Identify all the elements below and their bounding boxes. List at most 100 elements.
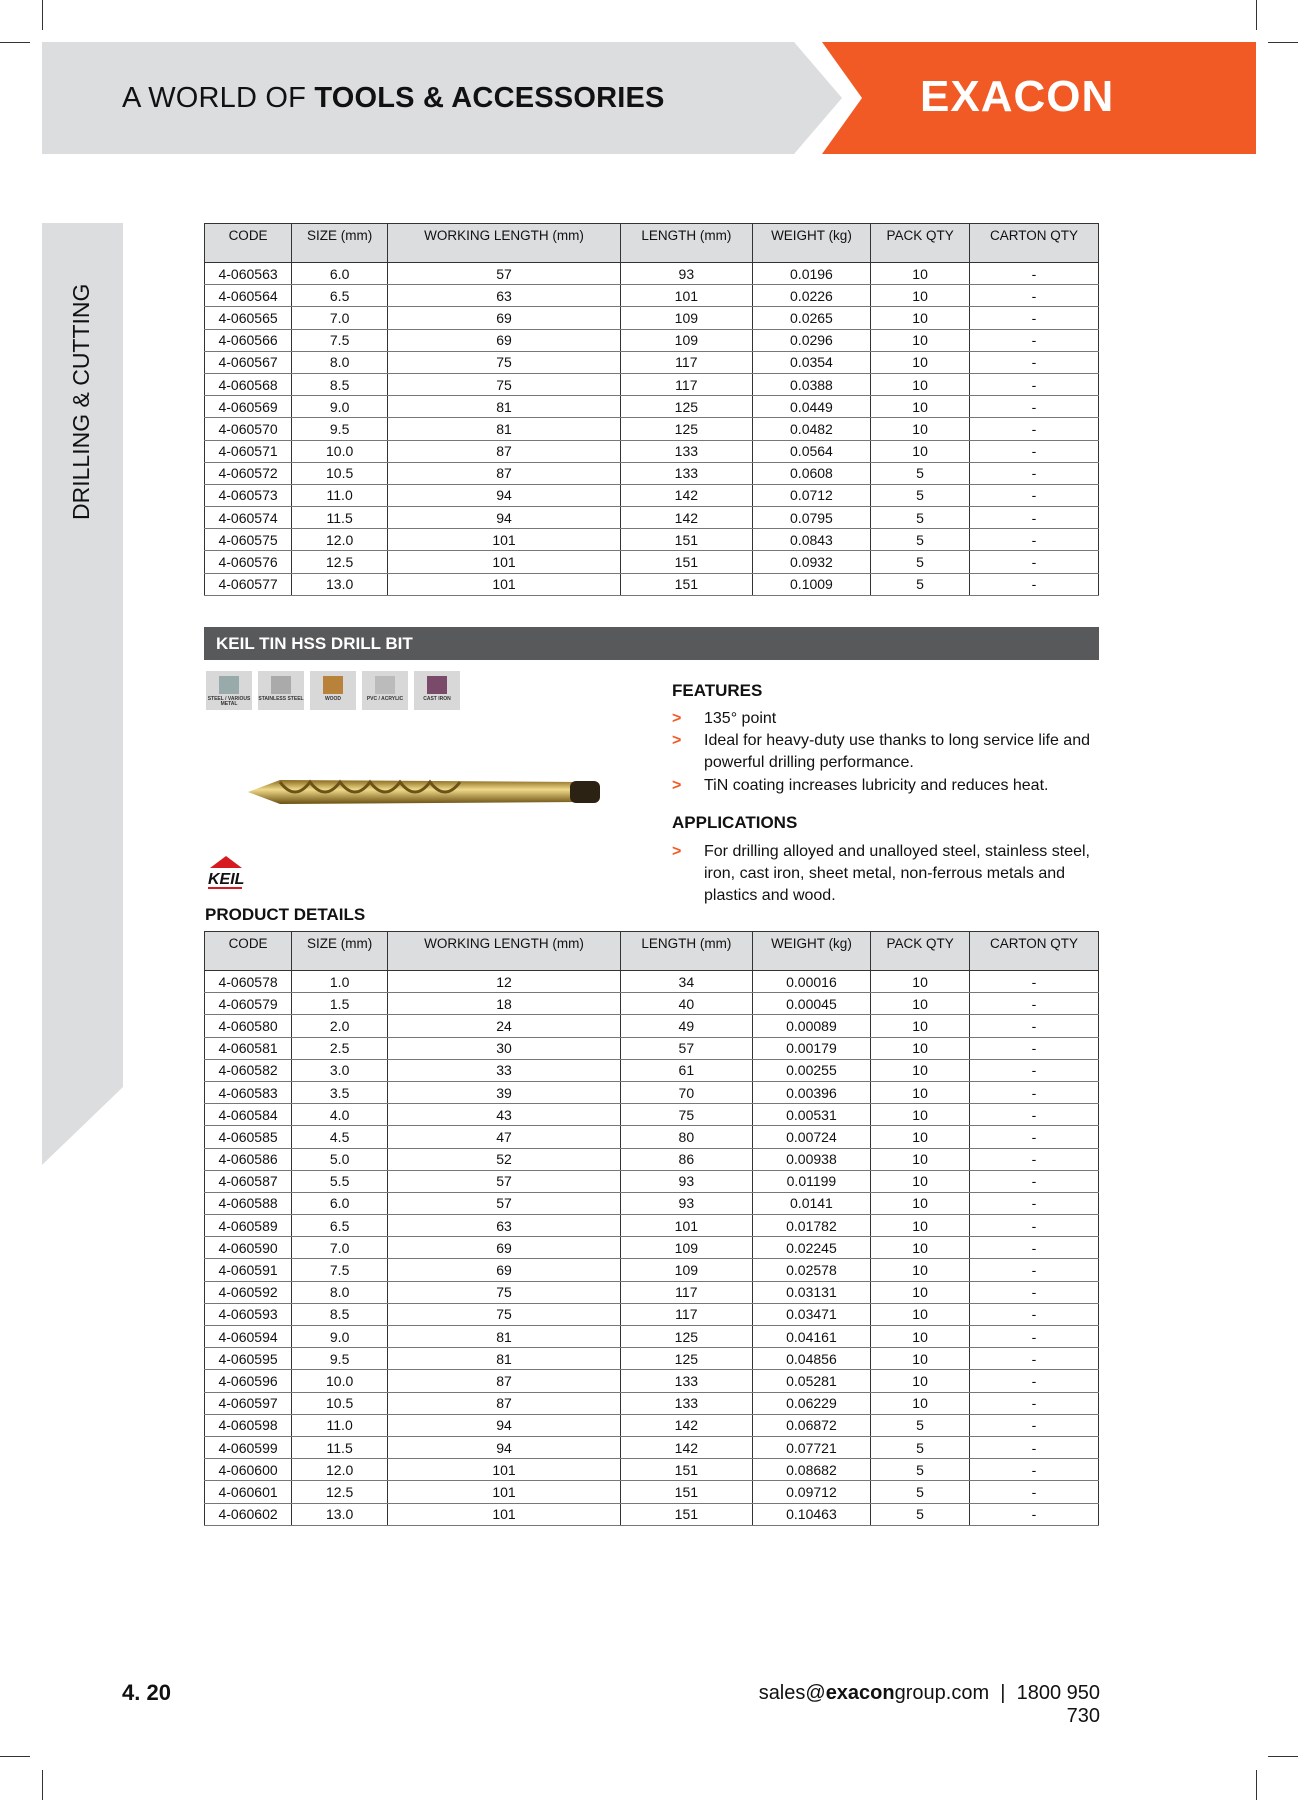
table-cell: - (969, 1436, 1099, 1460)
table-cell: 10 (870, 1081, 971, 1105)
table-cell: 4-060591 (203, 1258, 293, 1282)
table-cell: 10 (870, 284, 971, 308)
table-row: 4-060580 2.0 24 49 0.00089 10- (203, 1014, 1099, 1038)
table-cell: 94 (387, 1436, 621, 1460)
crop-mark (1268, 1756, 1298, 1757)
table-cell: 4-060587 (203, 1170, 293, 1193)
table-cell: 70 (619, 1081, 753, 1105)
table-row: 4-060581 2.5 30 57 0.00179 10- (203, 1037, 1099, 1060)
table-cell: - (969, 1236, 1099, 1260)
table-cell: 0.0196 (751, 262, 872, 286)
table-cell: 0.08682 (751, 1458, 872, 1482)
table-cell: 5 (870, 1458, 971, 1482)
material-glyph-icon (427, 676, 447, 694)
table-cell: 0.04161 (751, 1325, 872, 1349)
table-cell: 4-060577 (203, 573, 293, 596)
table-cell: 39 (387, 1081, 621, 1105)
table-row: 4-060572 10.5 87 133 0.0608 5- (203, 462, 1099, 485)
table-cell: 93 (619, 262, 753, 286)
table-cell: - (969, 1392, 1099, 1415)
table-cell: 4-060576 (203, 550, 293, 574)
table-cell: 4-060593 (203, 1303, 293, 1327)
column-header: PACK QTY (870, 223, 971, 263)
column-header: WORKING LENGTH (mm) (387, 931, 621, 971)
header-band (42, 42, 842, 154)
table-cell: 47 (387, 1125, 621, 1149)
table-cell: - (969, 1503, 1099, 1526)
table-row: 4-060588 6.0 57 93 0.0141 10- (203, 1192, 1099, 1216)
table-cell: 0.00938 (751, 1148, 872, 1171)
table-cell: 10 (870, 1170, 971, 1193)
table-cell: 4-060566 (203, 329, 293, 352)
table-cell: 133 (619, 462, 753, 485)
table-cell: 4-060574 (203, 506, 293, 530)
table-cell: 4-060571 (203, 440, 293, 463)
table-cell: 6.5 (291, 1214, 389, 1238)
table-cell: 0.00531 (751, 1103, 872, 1127)
keil-logo: KEIL (208, 856, 244, 889)
contact-info: sales@exacongroup.com | 1800 950 730 (722, 1682, 1100, 1728)
crop-mark (0, 42, 30, 43)
arrow-icon: > (672, 777, 682, 794)
table-cell: 4-060586 (203, 1148, 293, 1171)
table-cell: 10 (870, 306, 971, 330)
table-cell: 10 (870, 1125, 971, 1149)
product-table-1: CODE SIZE (mm) WORKING LENGTH (mm) LENGTH (… (203, 223, 1099, 596)
table-cell: 101 (387, 573, 621, 596)
table-cell: 63 (387, 1214, 621, 1238)
material-glyph-icon (323, 676, 343, 694)
table-row: 4-060576 12.5 101 151 0.0932 5- (203, 550, 1099, 574)
table-cell: 4-060597 (203, 1392, 293, 1415)
table-cell: 10 (870, 417, 971, 441)
table-cell: 75 (619, 1103, 753, 1127)
table-cell: - (969, 1281, 1099, 1304)
table-cell: 6.0 (291, 1192, 389, 1216)
table-cell: 10 (870, 1325, 971, 1349)
table-cell: 57 (387, 262, 621, 286)
table-cell: 5 (870, 1414, 971, 1437)
table-cell: 4-060579 (203, 992, 293, 1016)
table-cell: 0.01782 (751, 1214, 872, 1238)
table-cell: 75 (387, 1281, 621, 1304)
material-icon: CAST IRON (414, 671, 460, 710)
table-cell: - (969, 1170, 1099, 1193)
table-row: 4-060564 6.5 63 101 0.0226 10- (203, 284, 1099, 308)
table-row: 4-060577 13.0 101 151 0.1009 5- (203, 573, 1099, 596)
table-cell: 5 (870, 1503, 971, 1526)
table-cell: 0.0932 (751, 550, 872, 574)
material-label: PVC / ACRYLIC (366, 696, 404, 702)
column-header: SIZE (mm) (291, 223, 389, 263)
table-row: 4-060590 7.0 69 109 0.02245 10- (203, 1236, 1099, 1260)
table-cell: 4.0 (291, 1103, 389, 1127)
table-cell: 69 (387, 329, 621, 352)
column-header: WORKING LENGTH (mm) (387, 223, 621, 263)
table-cell: 87 (387, 462, 621, 485)
table-cell: 13.0 (291, 573, 389, 596)
table-cell: 10 (870, 1347, 971, 1371)
material-glyph-icon (219, 676, 239, 694)
crop-mark (1256, 0, 1257, 30)
table-cell: 30 (387, 1037, 621, 1060)
table-cell: 0.05281 (751, 1369, 872, 1393)
table-cell: 0.0795 (751, 506, 872, 530)
crop-mark (42, 0, 43, 30)
table-cell: 0.06229 (751, 1392, 872, 1415)
table-cell: 1.0 (291, 970, 389, 994)
table-cell: 125 (619, 395, 753, 419)
drill-bit-image (248, 779, 600, 804)
table-cell: - (969, 506, 1099, 530)
title-bold: TOOLS & ACCESSORIES (314, 82, 665, 114)
table-row: 4-060584 4.0 43 75 0.00531 10- (203, 1103, 1099, 1127)
table-cell: 4-060578 (203, 970, 293, 994)
table-cell: 10 (870, 1281, 971, 1304)
table-cell: 101 (619, 284, 753, 308)
table-cell: 4-060567 (203, 351, 293, 374)
table-cell: 109 (619, 306, 753, 330)
crop-mark (1256, 1770, 1257, 1800)
table-cell: - (969, 970, 1099, 994)
crop-mark (42, 1770, 43, 1800)
table-cell: 4-060573 (203, 484, 293, 508)
table-cell: 93 (619, 1170, 753, 1193)
table-cell: 7.5 (291, 329, 389, 352)
table-cell: 151 (619, 1480, 753, 1504)
